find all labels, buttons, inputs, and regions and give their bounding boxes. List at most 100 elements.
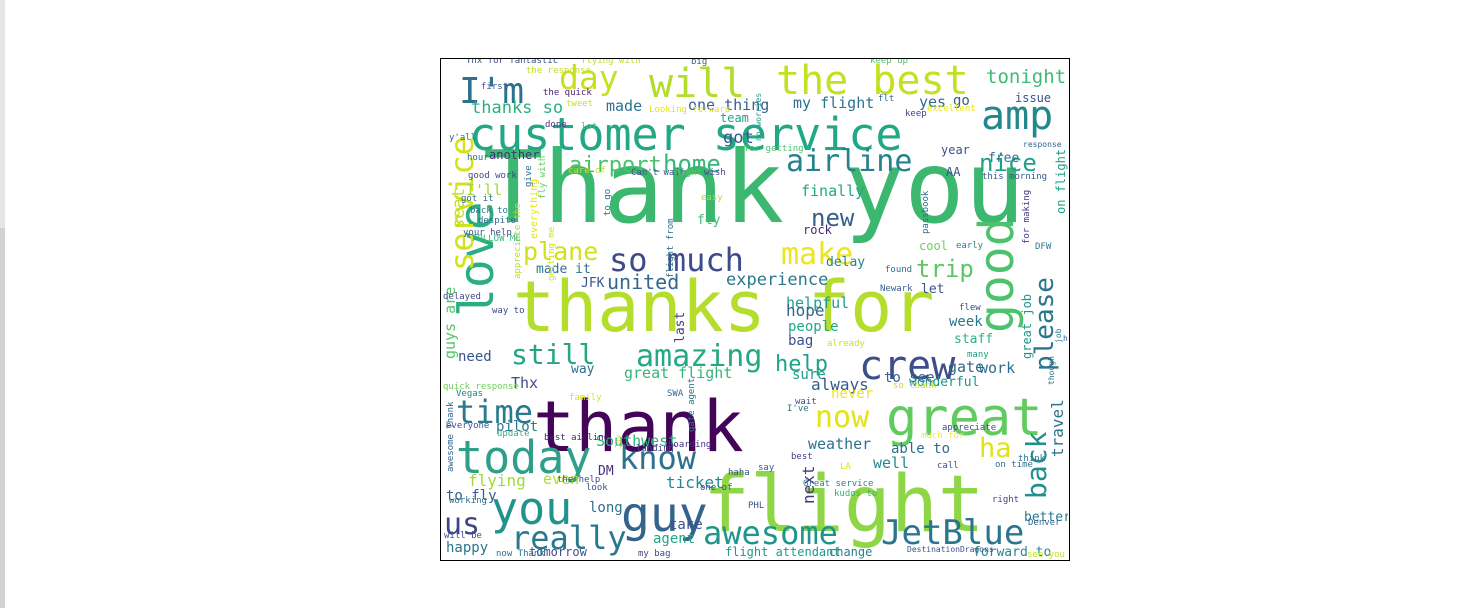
- word-cloud-word: good: [969, 217, 1025, 333]
- word-cloud-word: many: [967, 350, 989, 360]
- word-cloud-word: for making: [1022, 190, 1032, 244]
- word-cloud-word: done: [545, 120, 567, 130]
- word-cloud-word: fly: [697, 213, 721, 228]
- word-cloud-word: boarding: [668, 440, 711, 450]
- word-cloud-word: see you: [1027, 550, 1065, 559]
- scrollbar-track: [0, 0, 5, 608]
- word-cloud-word: DestinationDragons: [907, 545, 994, 554]
- word-cloud-word: never: [831, 386, 873, 402]
- word-cloud-word: keep up: [870, 59, 908, 66]
- word-cloud-word: thank: [533, 386, 744, 468]
- word-cloud-word: team: [720, 111, 749, 125]
- word-cloud-word: fly with: [538, 156, 548, 199]
- word-cloud-word: night: [675, 168, 702, 178]
- word-cloud-word: you: [491, 482, 572, 535]
- word-cloud-word: PHL: [748, 501, 764, 511]
- word-cloud-word: tomorrow: [529, 545, 588, 559]
- word-cloud-word: JetBlue: [881, 513, 1024, 553]
- word-cloud-word: staff: [954, 332, 993, 347]
- word-cloud-word: care of: [568, 166, 606, 176]
- word-cloud-word: this morning: [982, 172, 1047, 182]
- word-cloud-word: will: [649, 61, 745, 107]
- word-cloud-word: back: [1020, 431, 1053, 499]
- word-cloud-word: y'all: [449, 133, 476, 143]
- word-cloud-word: Looking forward: [649, 105, 730, 115]
- word-cloud-word: flying: [468, 471, 526, 490]
- word-cloud-word: think: [1018, 454, 1046, 464]
- word-cloud-word: family: [569, 393, 602, 403]
- word-cloud-word: delay: [826, 255, 865, 270]
- word-cloud-word: early: [956, 241, 984, 251]
- word-cloud-word: your help: [463, 228, 512, 238]
- word-cloud-word: helpful: [786, 294, 849, 312]
- word-cloud-word: on flight: [1054, 149, 1068, 214]
- word-cloud-word: made it: [536, 262, 591, 277]
- word-cloud-word: plane: [523, 237, 598, 266]
- word-cloud-word: appreciate: [942, 423, 996, 433]
- word-cloud-word: right: [992, 495, 1019, 505]
- word-cloud-word: for getting: [744, 144, 804, 154]
- word-cloud-word: I'm: [459, 71, 524, 112]
- word-cloud-word: free: [988, 151, 1019, 166]
- word-cloud-word: flight attendant: [725, 545, 841, 559]
- word-cloud-word: airport: [569, 153, 662, 178]
- word-cloud-word: to go: [603, 189, 613, 216]
- word-cloud-word: change: [829, 545, 872, 559]
- word-cloud-word: bag: [788, 333, 813, 349]
- word-cloud-word: guy: [621, 487, 708, 543]
- word-cloud-word: weather: [808, 435, 871, 453]
- word-cloud-word: wish: [704, 168, 726, 178]
- word-cloud-word: last: [673, 312, 688, 343]
- word-cloud-word: flight: [703, 460, 985, 550]
- word-cloud-word: need: [458, 349, 492, 365]
- word-cloud-word: back to: [470, 206, 508, 216]
- word-cloud-word: best: [791, 452, 813, 462]
- word-cloud-word: keep: [905, 109, 927, 119]
- word-cloud-word: big: [691, 59, 707, 67]
- word-cloud-word: time: [456, 393, 533, 431]
- word-cloud-word: so much: [609, 241, 744, 279]
- word-cloud-word: finally: [801, 182, 864, 200]
- word-cloud-word: Thx for fantastic: [466, 59, 558, 66]
- word-cloud-word: service: [443, 136, 481, 271]
- word-cloud-word: gate: [948, 358, 984, 376]
- word-cloud-word: say: [758, 463, 775, 473]
- word-cloud-word: week: [949, 314, 983, 330]
- word-cloud-word: so thank: [893, 381, 937, 391]
- word-cloud-word: quick response: [443, 382, 519, 392]
- word-cloud-word: way to: [492, 306, 525, 316]
- word-cloud-word: tweet: [566, 99, 593, 109]
- word-cloud-word: hi: [1063, 334, 1068, 343]
- word-cloud-word: Great service: [803, 479, 873, 489]
- word-cloud-word: still: [511, 338, 595, 371]
- word-cloud-word: now Thank: [496, 549, 545, 559]
- word-cloud-word: excellent: [927, 104, 976, 114]
- word-cloud-word: lot: [581, 122, 597, 132]
- word-cloud-word: happy: [446, 540, 488, 556]
- word-cloud-word: let: [921, 282, 944, 297]
- word-cloud-word: everyone: [446, 421, 489, 431]
- word-cloud-word: though: [1047, 356, 1056, 385]
- word-cloud-word: response: [1023, 140, 1062, 149]
- word-cloud-word: better: [1024, 510, 1068, 525]
- word-cloud-word: really: [511, 519, 627, 557]
- word-cloud-word: despite: [478, 216, 516, 226]
- word-cloud-word: great flight: [624, 364, 732, 382]
- word-cloud-word: good work: [468, 171, 517, 181]
- word-cloud-word: people: [788, 319, 839, 335]
- word-cloud-word: make: [781, 237, 853, 272]
- word-cloud-word: home: [663, 150, 721, 178]
- word-cloud-word: able to: [891, 441, 950, 457]
- word-cloud-word: seat: [449, 188, 469, 229]
- word-cloud-word: cool: [919, 239, 948, 253]
- word-cloud-word: haha: [728, 468, 750, 478]
- word-cloud-word: tonight: [986, 66, 1066, 88]
- word-cloud-word: ticket: [666, 473, 724, 492]
- word-cloud-word: great job: [1020, 294, 1034, 359]
- word-cloud-word: ha: [979, 433, 1012, 464]
- word-cloud-word: go: [953, 93, 970, 109]
- word-cloud-word: awesome: [703, 514, 838, 552]
- word-cloud-word: on time: [995, 460, 1033, 470]
- word-cloud-word: I'll: [466, 181, 502, 199]
- word-cloud-word: AA: [946, 165, 961, 179]
